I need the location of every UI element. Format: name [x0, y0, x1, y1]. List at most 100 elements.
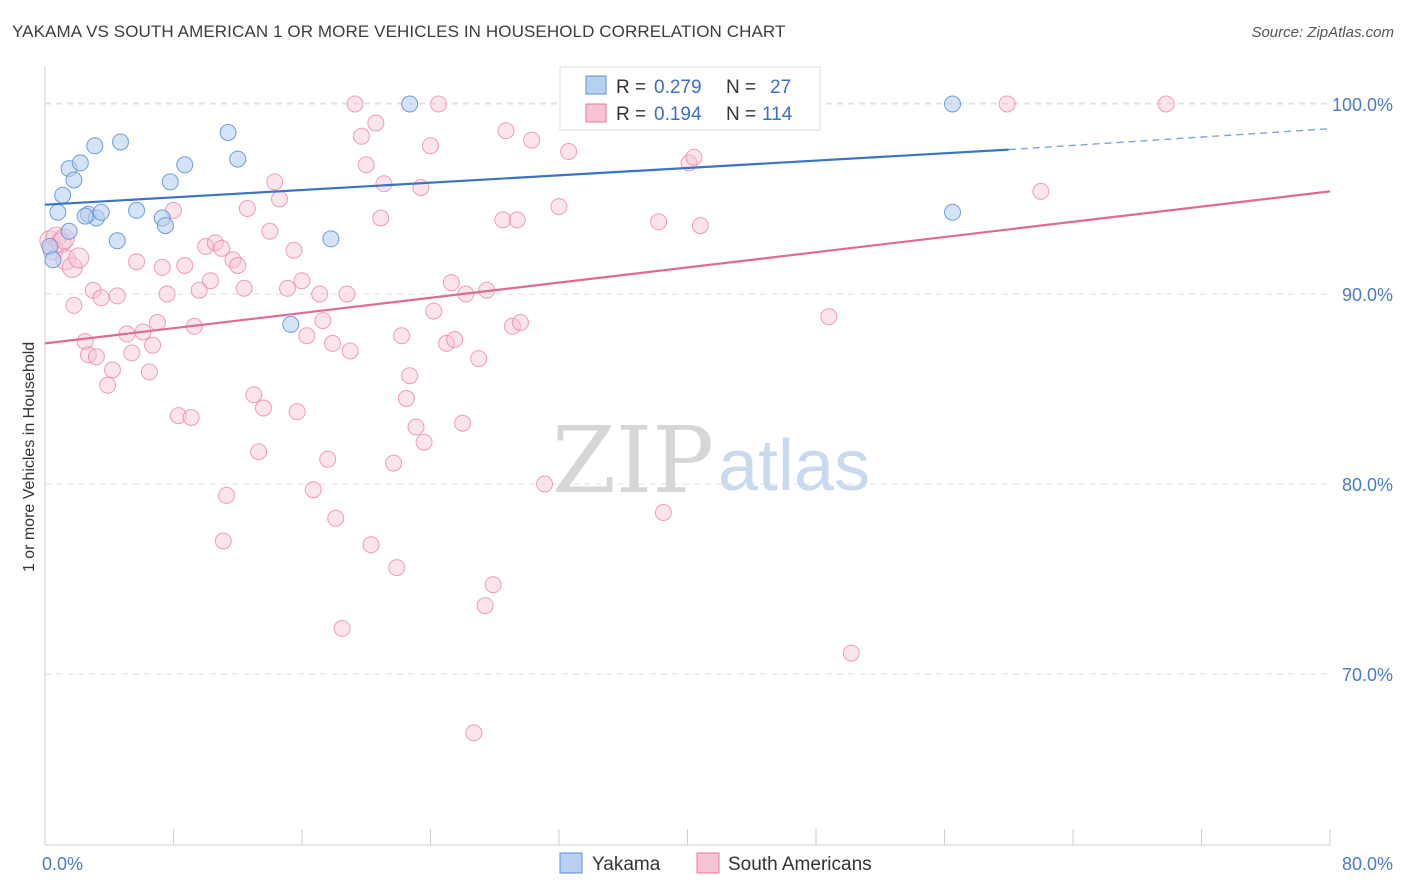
point-south-americans [511, 314, 529, 331]
point-south-americans [442, 274, 460, 292]
chart-source: Source: ZipAtlas.com [1251, 24, 1394, 41]
series-yakama [41, 95, 962, 333]
axes [44, 66, 1331, 846]
point-south-americans [397, 390, 415, 407]
point-south-americans [108, 287, 126, 305]
point-south-americans [214, 532, 232, 550]
legend-n-value-south: 114 [762, 104, 793, 125]
point-south-americans [229, 257, 247, 274]
point-yakama [219, 124, 237, 141]
point-south-americans [372, 209, 390, 227]
legend-n-label-south: N = [726, 104, 756, 125]
legend-r-label-yakama: R = [616, 77, 646, 98]
point-south-americans [422, 137, 439, 155]
point-south-americans [250, 443, 268, 461]
point-south-americans [415, 433, 433, 451]
series-legend: Yakama South Americans [559, 852, 872, 875]
point-south-americans [998, 95, 1016, 113]
legend-n-label-yakama: N = [726, 77, 756, 98]
watermark: ZIP atlas [552, 407, 870, 514]
point-south-americans [425, 302, 443, 320]
point-south-americans [560, 143, 578, 160]
bottom-legend-label-south-americans: South Americans [728, 854, 872, 875]
point-south-americans [238, 200, 256, 217]
point-south-americans [352, 127, 370, 145]
point-south-americans [314, 312, 332, 330]
point-south-americans [362, 536, 380, 554]
point-south-americans [497, 122, 515, 140]
x-tick-label: 80.0% [1342, 854, 1393, 874]
point-south-americans [465, 724, 483, 742]
point-south-americans [388, 559, 406, 577]
point-south-americans [484, 576, 502, 594]
x-tick-labels: 0.0% 80.0% [42, 854, 1393, 874]
legend-r-label-south: R = [616, 104, 646, 125]
correlation-legend: R = 0.279 N = 27 R = 0.194 N = 114 [559, 66, 821, 131]
point-south-americans [1157, 95, 1175, 113]
point-south-americans [346, 95, 364, 113]
point-south-americans [99, 376, 117, 394]
point-south-americans [508, 211, 526, 229]
point-south-americans [148, 314, 166, 331]
point-south-americans [182, 409, 200, 426]
point-south-americans [123, 344, 141, 362]
point-south-americans [87, 348, 105, 366]
trend-line-yakama-extension [1008, 128, 1331, 151]
point-south-americans [213, 239, 231, 257]
point-south-americans [430, 95, 448, 113]
point-yakama [401, 95, 419, 113]
y-tick-label: 70.0% [1342, 665, 1393, 685]
legend-r-value-yakama: 0.279 [654, 77, 702, 98]
point-south-americans [128, 253, 146, 271]
point-yakama [161, 173, 179, 191]
y-tick-label: 90.0% [1342, 285, 1393, 305]
point-south-americans [446, 331, 464, 349]
point-south-americans [685, 148, 703, 166]
point-south-americans [494, 211, 512, 229]
point-yakama [71, 154, 89, 172]
point-south-americans [367, 114, 385, 132]
point-south-americans [158, 285, 176, 303]
point-south-americans [65, 296, 83, 314]
watermark-zip: ZIP [552, 407, 714, 514]
point-yakama [108, 232, 126, 250]
y-tick-label: 80.0% [1342, 475, 1393, 495]
point-yakama [60, 222, 78, 240]
point-south-americans [503, 317, 521, 335]
point-south-americans [407, 418, 425, 436]
point-south-americans [357, 156, 375, 174]
point-south-americans [327, 509, 345, 527]
point-south-americans [1032, 182, 1050, 200]
point-yakama [86, 137, 104, 155]
y-tick-labels: 70.0% 80.0% 90.0% 100.0% [1332, 95, 1393, 685]
point-south-americans [304, 481, 322, 499]
point-yakama [111, 133, 129, 151]
point-south-americans [333, 619, 351, 637]
point-south-americans [523, 131, 541, 149]
watermark-atlas: atlas [718, 426, 870, 506]
x-tick-label: 0.0% [42, 854, 83, 874]
point-south-americans [341, 342, 359, 360]
bottom-legend-swatch-south-americans [696, 852, 720, 874]
point-yakama [128, 201, 146, 219]
point-south-americans [476, 597, 494, 615]
legend-r-value-south: 0.194 [654, 104, 702, 125]
point-south-americans [254, 399, 272, 417]
point-south-americans [218, 486, 236, 504]
point-yakama [49, 203, 67, 221]
point-yakama [176, 156, 194, 174]
point-south-americans [550, 198, 568, 216]
point-south-americans [206, 234, 224, 252]
trend-lines [44, 128, 1331, 345]
legend-swatch-south-americans [585, 103, 607, 123]
point-yakama [322, 230, 340, 248]
point-south-americans [235, 279, 253, 297]
point-south-americans [140, 363, 158, 381]
point-south-americans [338, 285, 356, 303]
point-south-americans [650, 213, 668, 231]
point-south-americans [470, 350, 488, 368]
legend-swatch-yakama [585, 75, 607, 95]
bottom-legend-swatch-yakama [559, 852, 583, 874]
point-south-americans [842, 644, 860, 662]
chart-title: YAKAMA VS SOUTH AMERICAN 1 OR MORE VEHIC… [12, 22, 786, 41]
